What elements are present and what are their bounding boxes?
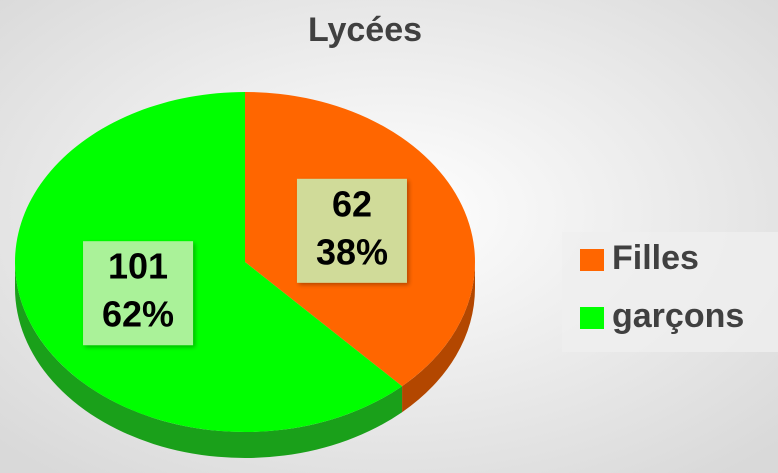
data-label-value: 62 — [332, 183, 372, 224]
data-label-box — [296, 178, 407, 283]
data-label-box — [83, 241, 194, 346]
data-label-percent: 62% — [102, 294, 174, 335]
data-label-value: 101 — [108, 246, 168, 287]
legend-swatch — [580, 249, 604, 271]
pie-side — [15, 262, 403, 459]
legend-label: garçons — [612, 297, 744, 335]
data-label-percent: 38% — [316, 231, 388, 272]
legend-swatch — [580, 307, 604, 329]
chart-title: Lycées — [308, 11, 422, 49]
pie-slice — [14, 92, 403, 432]
legend-label: Filles — [612, 239, 699, 277]
pie-side — [402, 262, 475, 413]
